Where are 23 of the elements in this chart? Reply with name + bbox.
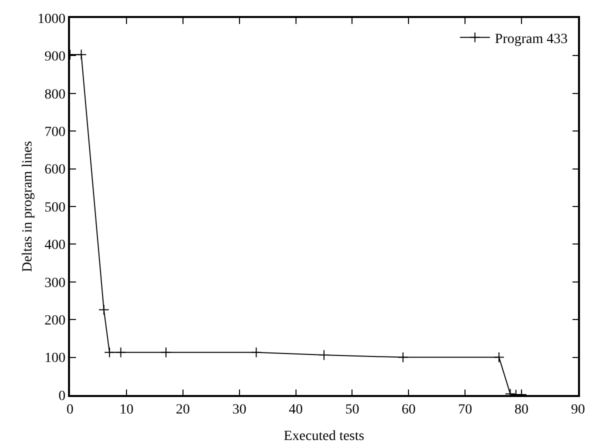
- y-tick-label: 400: [44, 238, 66, 254]
- y-tick-label: 700: [44, 125, 66, 140]
- x-tick-label: 70: [458, 402, 472, 418]
- y-tick-label: 800: [44, 87, 66, 102]
- x-tick-label: 80: [514, 402, 529, 418]
- x-tick-label: 60: [402, 402, 416, 418]
- x-tick-label: 50: [345, 402, 360, 418]
- y-tick-label: 300: [44, 276, 66, 291]
- y-tick-label: 100: [44, 351, 66, 366]
- y-tick-label: 500: [44, 200, 66, 216]
- y-tick-label: 200: [44, 314, 66, 328]
- x-tick-label: 20: [176, 402, 190, 418]
- x-tick-label: 40: [288, 402, 303, 418]
- x-tick-label: 90: [571, 402, 585, 418]
- legend-label: Program 433: [494, 32, 568, 47]
- y-axis-title: Deltas in program lines: [20, 140, 36, 272]
- y-tick-label: 600: [44, 162, 66, 178]
- y-tick-label: 900: [44, 50, 66, 65]
- y-tick-label: 0: [58, 388, 66, 404]
- x-axis-title: Executed tests: [284, 429, 364, 444]
- x-tick-label: 30: [232, 402, 246, 418]
- x-tick-label: 10: [119, 402, 134, 418]
- y-tick-label: 1000: [37, 12, 66, 27]
